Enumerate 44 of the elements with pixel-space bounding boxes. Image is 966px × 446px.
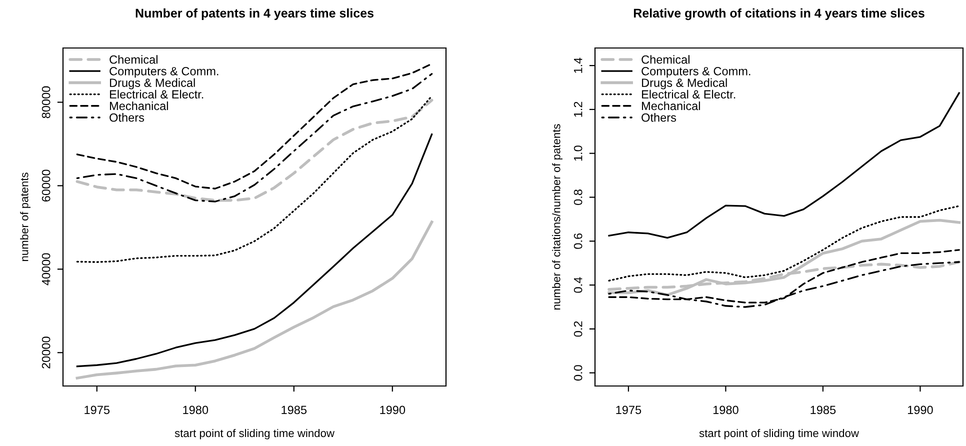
y-tick-label: 20000 [42,336,50,368]
x-tick-label: 1975 [616,406,642,414]
y-tick-label: 1.0 [574,146,582,161]
y-tick-label: 0.4 [574,277,582,293]
x-axis-title: start point of sliding time window [174,428,335,440]
legend-label: Electrical & Electr. [110,90,204,99]
line-series [608,218,960,296]
y-tick-label: 0.8 [574,190,582,205]
legend-label: Others [110,113,144,122]
x-tick-label: 1985 [282,406,307,414]
x-tick-label: 1990 [380,406,406,414]
chart-title: Relative growth of citations in 4 years time slices [634,8,924,20]
x-tick-label: 1980 [713,406,738,414]
x-tick-label: 1980 [183,406,208,414]
x-axis-title: start point of sliding time window [699,428,860,440]
legend-label: Computers & Comm. [642,66,750,78]
legend-label: Chemical [110,55,158,64]
y-tick-label: 40000 [42,253,50,286]
line-series [608,205,960,282]
legend-label: Mechanical [110,101,168,110]
y-axis-title: number of citations/number of patents [552,124,562,310]
line-series [76,220,434,380]
legend-label: Others [642,113,676,122]
line-series [76,63,433,190]
legend-label: Chemical [642,55,690,64]
x-tick-label: 1975 [84,406,110,414]
y-tick-label: 1.4 [574,58,582,73]
legend-label: Electrical & Electr. [642,90,736,99]
y-tick-label: 80000 [42,86,50,118]
line-series [76,134,433,368]
chart-title: Number of patents in 4 years time slices [136,8,374,20]
x-tick-label: 1985 [810,406,836,414]
y-axis-title: number of patents [20,172,30,262]
legend-label: Mechanical [642,101,700,110]
y-tick-label: 60000 [42,170,50,202]
y-tick-label: 0.0 [574,365,582,381]
x-tick-label: 1990 [908,406,933,414]
legend-label: Drugs & Medical [110,78,195,90]
y-tick-label: 0.2 [574,321,582,337]
line-series [76,98,434,202]
y-tick-label: 0.6 [574,233,582,249]
y-tick-label: 1.2 [574,102,582,117]
legend-label: Computers & Comm. [110,66,218,78]
legend-label: Drugs & Medical [642,78,727,90]
